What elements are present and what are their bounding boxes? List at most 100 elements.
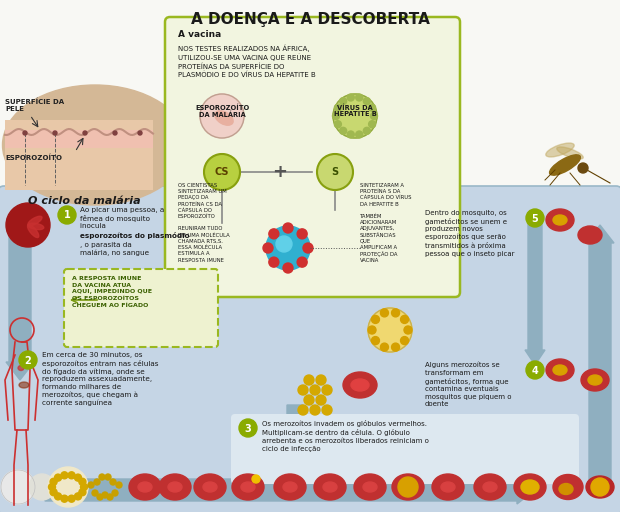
Circle shape	[368, 326, 376, 334]
Text: +: +	[273, 163, 288, 181]
Text: CS: CS	[215, 167, 229, 177]
Circle shape	[297, 257, 307, 267]
Circle shape	[404, 326, 412, 334]
Text: ESPOROZOÍTO: ESPOROZOÍTO	[5, 155, 62, 161]
Ellipse shape	[549, 155, 580, 175]
FancyArrow shape	[284, 405, 306, 453]
Circle shape	[369, 121, 376, 127]
Circle shape	[97, 494, 103, 500]
FancyBboxPatch shape	[0, 186, 620, 512]
FancyBboxPatch shape	[5, 120, 153, 190]
Circle shape	[333, 94, 377, 138]
Ellipse shape	[159, 474, 191, 500]
Ellipse shape	[232, 474, 264, 500]
Circle shape	[401, 315, 409, 324]
Circle shape	[340, 127, 347, 134]
Text: Em cerca de 30 minutos, os
esporozoítos entram nas células
do fígado da vítima, : Em cerca de 30 minutos, os esporozoítos …	[42, 352, 159, 406]
Text: esporozoítos do plasmódio: esporozoítos do plasmódio	[80, 232, 190, 239]
Circle shape	[368, 308, 412, 352]
Circle shape	[107, 494, 113, 500]
Circle shape	[334, 121, 342, 127]
FancyArrow shape	[45, 476, 535, 504]
Text: SUPERFÍCIE DA
PELE: SUPERFÍCIE DA PELE	[5, 98, 64, 112]
FancyBboxPatch shape	[165, 17, 460, 297]
Circle shape	[102, 492, 108, 498]
Circle shape	[48, 467, 88, 507]
Circle shape	[58, 206, 76, 224]
Ellipse shape	[441, 482, 455, 492]
Text: ESPOROZOÍTO
DA MALÁRIA: ESPOROZOÍTO DA MALÁRIA	[195, 104, 249, 118]
Circle shape	[269, 229, 279, 239]
Ellipse shape	[138, 482, 152, 492]
Circle shape	[50, 489, 57, 496]
Circle shape	[371, 315, 379, 324]
Ellipse shape	[314, 474, 346, 500]
Circle shape	[283, 263, 293, 273]
Circle shape	[591, 478, 609, 496]
Circle shape	[381, 309, 389, 317]
Circle shape	[578, 163, 588, 173]
FancyBboxPatch shape	[64, 269, 218, 347]
Circle shape	[304, 375, 314, 385]
Ellipse shape	[323, 482, 337, 492]
Ellipse shape	[351, 379, 369, 391]
Circle shape	[334, 104, 342, 111]
Ellipse shape	[546, 143, 574, 157]
Ellipse shape	[343, 372, 377, 398]
FancyBboxPatch shape	[0, 0, 620, 190]
Circle shape	[310, 385, 320, 395]
Ellipse shape	[546, 359, 574, 381]
Circle shape	[116, 482, 122, 488]
Circle shape	[113, 131, 117, 135]
FancyArrow shape	[586, 225, 614, 490]
Circle shape	[322, 385, 332, 395]
Ellipse shape	[483, 482, 497, 492]
Ellipse shape	[27, 225, 39, 238]
Circle shape	[61, 495, 68, 502]
Circle shape	[61, 472, 68, 479]
Circle shape	[363, 127, 370, 134]
Circle shape	[371, 113, 378, 119]
Circle shape	[94, 479, 100, 485]
Circle shape	[526, 209, 544, 227]
Ellipse shape	[19, 382, 29, 388]
Circle shape	[304, 395, 314, 405]
Circle shape	[29, 474, 55, 500]
Text: Os merozoítos invadem os glóbulos vermelhos.
Multiplicam-se dentro da célula. O : Os merozoítos invadem os glóbulos vermel…	[262, 420, 429, 453]
Text: A DOENÇA E A DESCOBERTA: A DOENÇA E A DESCOBERTA	[190, 12, 430, 27]
Circle shape	[316, 395, 326, 405]
Circle shape	[310, 405, 320, 415]
Circle shape	[298, 385, 308, 395]
Ellipse shape	[18, 366, 24, 371]
Circle shape	[398, 477, 418, 497]
Circle shape	[266, 226, 310, 270]
Circle shape	[74, 493, 81, 500]
Circle shape	[19, 351, 37, 369]
Circle shape	[392, 309, 399, 317]
Ellipse shape	[514, 474, 546, 500]
Text: O ciclo da malária: O ciclo da malária	[28, 196, 141, 206]
Circle shape	[88, 482, 94, 488]
Text: 2: 2	[25, 355, 32, 366]
Circle shape	[81, 483, 87, 490]
Circle shape	[1, 470, 35, 504]
Text: OS CIENTISTAS
SINTETIZARAM UM
PEDAÇO DA
PROTEÍNA CS DA
CÁPSULA DO
ESPOROZOÍTO

R: OS CIENTISTAS SINTETIZARAM UM PEDAÇO DA …	[178, 183, 230, 263]
Ellipse shape	[2, 85, 187, 205]
Circle shape	[53, 131, 57, 135]
Ellipse shape	[274, 474, 306, 500]
Text: Ao picar uma pessoa, a
fêmea do mosquito
inocula: Ao picar uma pessoa, a fêmea do mosquito…	[80, 207, 164, 229]
Circle shape	[340, 98, 347, 104]
Circle shape	[55, 474, 61, 481]
Circle shape	[381, 343, 389, 351]
Ellipse shape	[129, 474, 161, 500]
Circle shape	[23, 131, 27, 135]
FancyBboxPatch shape	[5, 130, 153, 148]
Circle shape	[316, 375, 326, 385]
Ellipse shape	[203, 482, 217, 492]
Circle shape	[526, 361, 544, 379]
Circle shape	[204, 154, 240, 190]
Circle shape	[99, 474, 105, 480]
Circle shape	[48, 483, 56, 490]
Circle shape	[322, 405, 332, 415]
Circle shape	[79, 478, 86, 485]
